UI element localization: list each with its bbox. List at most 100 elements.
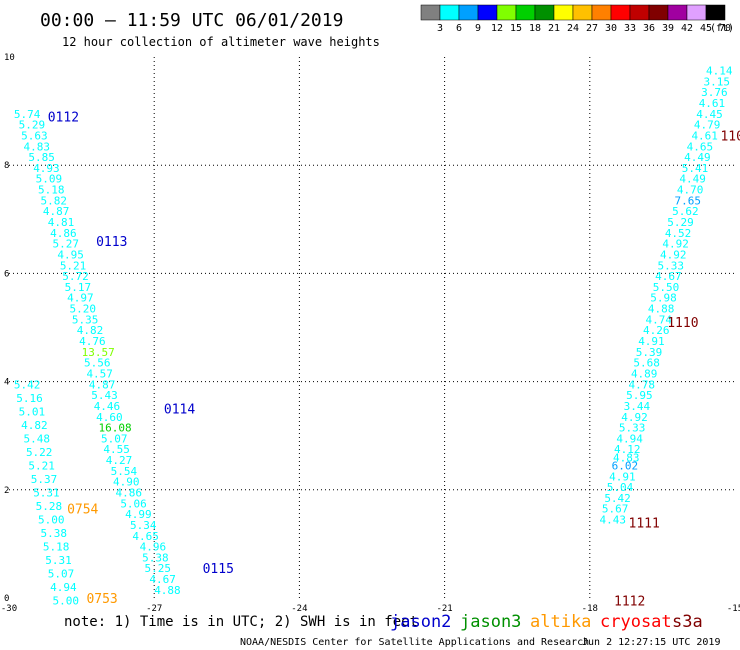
swh-value: 4.94 bbox=[616, 432, 643, 445]
swh-value: 4.61 bbox=[691, 129, 718, 142]
swh-value: 5.56 bbox=[84, 357, 111, 370]
swh-value: 4.92 bbox=[662, 238, 689, 251]
swh-value: 5.82 bbox=[40, 194, 67, 207]
swh-value: 4.79 bbox=[694, 119, 721, 132]
colorbar-label: 36 bbox=[643, 23, 655, 34]
colorbar-swatch bbox=[420, 4, 441, 21]
colorbar-label: 15 bbox=[510, 23, 522, 34]
swh-value: 5.22 bbox=[26, 446, 53, 459]
track-time-label: 1111 bbox=[629, 516, 660, 531]
y-tick-label: 0 bbox=[4, 594, 9, 604]
swh-value: 5.72 bbox=[62, 270, 89, 283]
swh-value: 4.91 bbox=[609, 470, 636, 483]
swh-value: 5.28 bbox=[36, 500, 63, 513]
x-tick-label: -18 bbox=[582, 604, 598, 614]
swh-value: 13.57 bbox=[82, 346, 115, 359]
colorbar-label: 12 bbox=[491, 23, 503, 34]
colorbar-swatch bbox=[572, 4, 593, 21]
swh-value: 4.60 bbox=[96, 411, 123, 424]
swh-value: 4.87 bbox=[89, 378, 116, 391]
colorbar-swatch bbox=[591, 4, 612, 21]
y-tick-label: 2 bbox=[4, 486, 9, 496]
chart-header: 00:00 – 11:59 UTC 06/01/2019 12 hour col… bbox=[40, 4, 734, 49]
swh-value: 4.91 bbox=[638, 335, 665, 348]
y-tick-label: 8 bbox=[4, 161, 9, 171]
swh-value: 5.09 bbox=[36, 173, 63, 186]
swh-value: 5.85 bbox=[28, 151, 55, 164]
swh-value: 4.82 bbox=[77, 324, 104, 337]
track-time-label: 0754 bbox=[67, 503, 98, 518]
colorbar-swatch bbox=[553, 4, 574, 21]
track-time-label: 110 bbox=[720, 129, 740, 144]
swh-value: 4.97 bbox=[67, 292, 94, 305]
swh-value: 4.45 bbox=[696, 108, 723, 121]
track-time-label: 0113 bbox=[96, 235, 127, 250]
swh-value: 4.67 bbox=[655, 270, 682, 283]
swh-value: 5.01 bbox=[19, 405, 46, 418]
colorbar-label: 33 bbox=[624, 23, 636, 34]
chart-subtitle: 12 hour collection of altimeter wave hei… bbox=[62, 35, 380, 49]
track-time-labels: 0112 0113 0114 0115 0754 0753 110 1110 1111 1112 bbox=[48, 111, 740, 610]
swh-value: 4.67 bbox=[149, 573, 176, 586]
track-time-label: 0114 bbox=[164, 403, 195, 418]
colorbar-label: 27 bbox=[586, 23, 598, 34]
x-tick-label: -27 bbox=[146, 604, 162, 614]
swh-value: 5.43 bbox=[91, 389, 118, 402]
swh-value: 4.93 bbox=[33, 162, 60, 175]
swh-value: 4.90 bbox=[113, 476, 140, 489]
swh-value: 5.20 bbox=[70, 303, 97, 316]
swh-value: 3.15 bbox=[704, 75, 731, 88]
swh-value: 4.96 bbox=[140, 541, 167, 554]
track-time-label: 0753 bbox=[86, 592, 117, 607]
y-tick-label: 4 bbox=[4, 378, 9, 388]
data-points: 5.745.295.634.835.854.935.095.185.824.87… bbox=[14, 65, 733, 608]
grid-lines bbox=[9, 57, 735, 598]
swh-value: 4.87 bbox=[43, 205, 70, 218]
swh-value: 4.46 bbox=[94, 400, 121, 413]
track-time-label: 1110 bbox=[667, 316, 698, 331]
swh-value: 5.37 bbox=[31, 473, 57, 486]
colorbar-swatch bbox=[534, 4, 555, 21]
satellite-legend: jason2 jason3 altika cryosat s3a bbox=[390, 612, 703, 632]
swh-value: 5.17 bbox=[65, 281, 92, 294]
swh-value: 4.88 bbox=[648, 303, 675, 316]
colorbar-label: 70 bbox=[719, 23, 731, 34]
x-tick-label: -24 bbox=[291, 604, 307, 614]
swh-value: 4.55 bbox=[103, 443, 130, 456]
colorbar-label: 3 bbox=[437, 23, 443, 34]
colorbar-swatch bbox=[496, 4, 517, 21]
colorbar-swatch bbox=[705, 4, 726, 21]
swh-value: 5.48 bbox=[24, 432, 51, 445]
track-time-label: 0112 bbox=[48, 111, 79, 126]
swh-value: 5.62 bbox=[672, 205, 699, 218]
colorbar-swatch bbox=[667, 4, 688, 21]
legend-altika: altika bbox=[530, 612, 591, 632]
y-tick-labels: 0 2 4 6 8 10 bbox=[4, 53, 15, 604]
colorbar-label: 9 bbox=[475, 23, 481, 34]
swh-value: 5.33 bbox=[619, 422, 646, 435]
legend-jason3: jason3 bbox=[460, 612, 521, 632]
colorbar-label: 45 bbox=[700, 23, 712, 34]
swh-value: 5.67 bbox=[602, 503, 629, 516]
legend-s3a: s3a bbox=[672, 612, 703, 632]
swh-value: 5.29 bbox=[19, 119, 46, 132]
colorbar-unit: (ft) bbox=[710, 23, 734, 34]
swh-value: 5.98 bbox=[650, 292, 677, 305]
x-tick-label: -30 bbox=[1, 604, 17, 614]
colorbar-label: 21 bbox=[548, 23, 560, 34]
swh-value: 5.42 bbox=[14, 378, 41, 391]
swh-value: 4.88 bbox=[154, 584, 181, 597]
y-tick-label: 10 bbox=[4, 53, 15, 63]
colorbar-label: 24 bbox=[567, 23, 579, 34]
colorbar-label: 18 bbox=[529, 23, 541, 34]
swh-value: 5.63 bbox=[21, 129, 47, 142]
swh-value: 3.76 bbox=[701, 86, 728, 99]
swh-value: 4.49 bbox=[679, 173, 706, 186]
swh-value: 16.08 bbox=[99, 422, 132, 435]
colorbar-label: 39 bbox=[662, 23, 674, 34]
swh-value: 5.21 bbox=[28, 459, 55, 472]
swh-value: 4.83 bbox=[613, 451, 640, 464]
colorbar-swatch bbox=[629, 4, 650, 21]
swh-value: 5.00 bbox=[53, 595, 79, 608]
swh-value: 4.95 bbox=[57, 248, 84, 261]
